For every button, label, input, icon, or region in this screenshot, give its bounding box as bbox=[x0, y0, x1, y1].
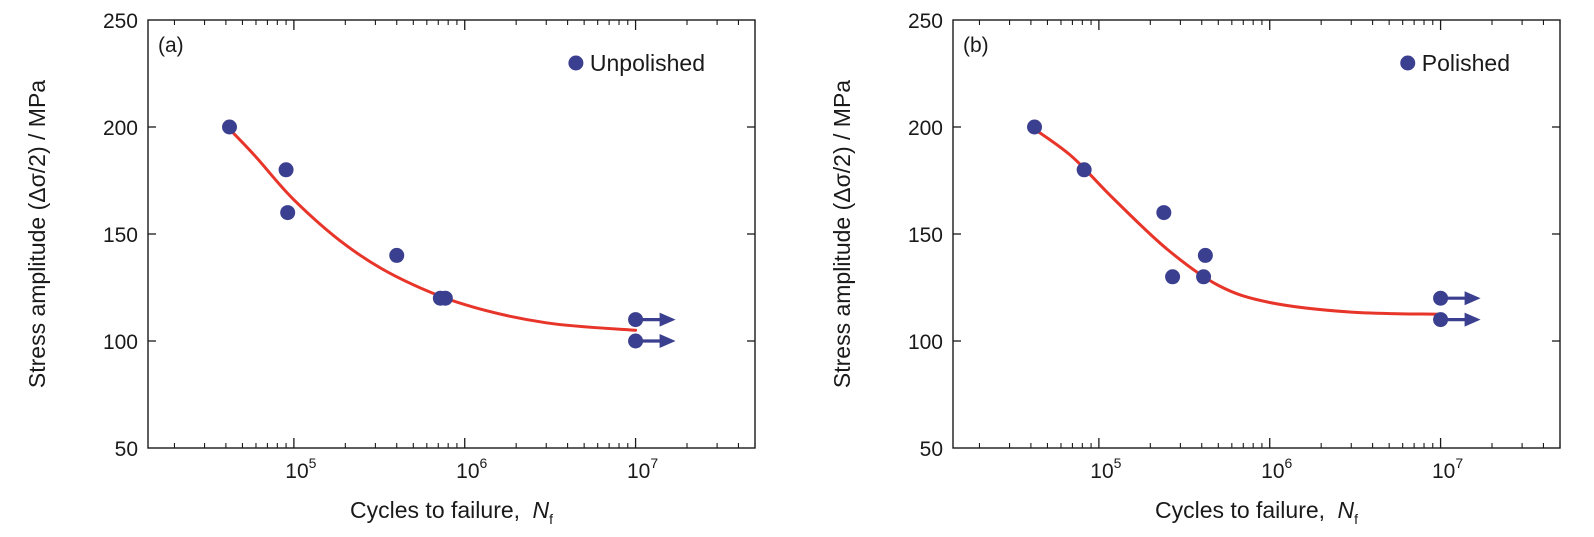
data-point bbox=[1076, 162, 1092, 178]
x-tick-exponent: 5 bbox=[1114, 455, 1122, 471]
x-tick-label: 106 bbox=[1261, 455, 1292, 483]
y-tick-label: 200 bbox=[103, 117, 138, 140]
y-axis-title: Stress amplitude (Δσ/2) / MPa bbox=[24, 80, 50, 388]
data-point bbox=[222, 119, 238, 135]
x-tick-exponent: 5 bbox=[309, 455, 317, 471]
runout-arrow-head bbox=[1464, 291, 1481, 306]
x-axis-title-text: Cycles to failure, bbox=[1155, 497, 1331, 523]
y-tick-label: 250 bbox=[908, 10, 943, 33]
plot-frame bbox=[952, 19, 1561, 449]
x-axis-title: Cycles to failure, Nf bbox=[350, 497, 553, 527]
data-point bbox=[437, 290, 453, 306]
x-tick-base: 10 bbox=[1432, 460, 1455, 483]
x-tick-exponent: 7 bbox=[1455, 455, 1463, 471]
fit-curve bbox=[1033, 127, 1443, 316]
y-tick-label: 50 bbox=[115, 438, 138, 461]
runout-arrow-head bbox=[1464, 312, 1481, 327]
runout-arrow-head bbox=[659, 334, 676, 348]
x-tick-label: 105 bbox=[1090, 455, 1121, 483]
x-axis-title-symbol: N bbox=[532, 497, 549, 523]
x-tick-base: 10 bbox=[627, 460, 650, 483]
x-tick-base: 10 bbox=[456, 460, 479, 483]
x-axis-title-text: Cycles to failure, bbox=[350, 497, 526, 523]
y-tick-label: 100 bbox=[103, 331, 138, 354]
runout-arrow-head bbox=[659, 312, 676, 327]
y-tick-label: 150 bbox=[103, 224, 138, 247]
x-axis-title: Cycles to failure, Nf bbox=[1155, 497, 1358, 527]
data-point bbox=[1197, 247, 1213, 263]
data-point bbox=[278, 162, 294, 178]
x-axis-title-subscript: f bbox=[549, 511, 553, 527]
x-tick-exponent: 6 bbox=[1285, 455, 1293, 471]
x-axis-title-subscript: f bbox=[1354, 511, 1358, 527]
x-tick-base: 10 bbox=[285, 460, 308, 483]
panel-label: (a) bbox=[158, 34, 184, 57]
x-tick-exponent: 7 bbox=[650, 455, 658, 471]
y-axis-title: Stress amplitude (Δσ/2) / MPa bbox=[829, 80, 855, 388]
plot-frame bbox=[147, 19, 756, 449]
data-point bbox=[1165, 269, 1181, 285]
data-point bbox=[1433, 290, 1449, 306]
legend-marker bbox=[568, 55, 584, 71]
y-tick-label: 200 bbox=[908, 117, 943, 140]
x-axis-title-symbol: N bbox=[1337, 497, 1354, 523]
data-point bbox=[628, 333, 644, 349]
panel-label: (b) bbox=[963, 34, 989, 57]
data-point bbox=[280, 205, 296, 221]
x-tick-label: 107 bbox=[627, 455, 658, 483]
x-tick-label: 106 bbox=[456, 455, 487, 483]
x-tick-label: 105 bbox=[285, 455, 316, 483]
data-point bbox=[1027, 119, 1043, 135]
legend-label: Polished bbox=[1422, 50, 1510, 76]
data-point bbox=[628, 312, 644, 328]
y-tick-label: 150 bbox=[908, 224, 943, 247]
y-tick-label: 250 bbox=[103, 10, 138, 33]
y-tick-label: 100 bbox=[908, 331, 943, 354]
data-point bbox=[389, 247, 405, 263]
legend-marker bbox=[1400, 55, 1416, 71]
fit-curve bbox=[228, 127, 638, 332]
y-tick-label: 50 bbox=[920, 438, 943, 461]
data-point bbox=[1433, 312, 1449, 328]
data-point bbox=[1196, 269, 1212, 285]
data-point bbox=[1156, 205, 1172, 221]
x-tick-base: 10 bbox=[1090, 460, 1113, 483]
x-tick-exponent: 6 bbox=[480, 455, 488, 471]
x-tick-base: 10 bbox=[1261, 460, 1284, 483]
legend-label: Unpolished bbox=[590, 50, 705, 76]
x-tick-label: 107 bbox=[1432, 455, 1463, 483]
